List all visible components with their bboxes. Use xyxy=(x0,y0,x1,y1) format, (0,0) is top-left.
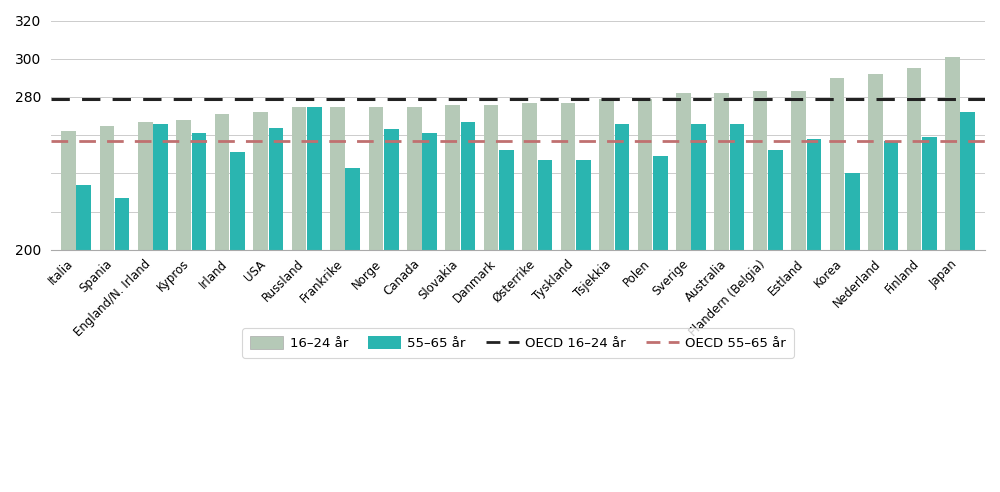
Bar xyxy=(230,153,245,250)
Bar xyxy=(791,91,806,250)
Bar xyxy=(730,123,744,250)
Bar xyxy=(691,123,706,250)
Bar xyxy=(960,112,975,250)
Bar xyxy=(499,151,514,250)
Bar xyxy=(807,139,821,250)
Bar xyxy=(76,185,91,250)
Legend: 16–24 år, 55–65 år, OECD 16–24 år, OECD 55–65 år: 16–24 år, 55–65 år, OECD 16–24 år, OECD … xyxy=(242,328,794,358)
Bar xyxy=(768,151,783,250)
Bar xyxy=(907,68,921,250)
Bar xyxy=(384,129,399,250)
Bar xyxy=(61,131,76,250)
Bar xyxy=(330,107,345,250)
Bar xyxy=(922,137,937,250)
Bar xyxy=(153,123,168,250)
Bar xyxy=(269,127,283,250)
Bar xyxy=(753,91,767,250)
Bar xyxy=(884,141,898,250)
Bar xyxy=(307,107,322,250)
Bar xyxy=(215,114,229,250)
Bar xyxy=(638,99,652,250)
Bar xyxy=(714,93,729,250)
Bar xyxy=(845,174,860,250)
Bar xyxy=(138,122,153,250)
Bar xyxy=(522,103,537,250)
Bar xyxy=(422,133,437,250)
Bar xyxy=(615,123,629,250)
Bar xyxy=(461,122,475,250)
Bar xyxy=(292,107,306,250)
Bar xyxy=(345,168,360,250)
Bar xyxy=(407,107,422,250)
Bar xyxy=(576,160,591,250)
Bar xyxy=(830,78,844,250)
Bar xyxy=(253,112,268,250)
Bar xyxy=(176,120,191,250)
Bar xyxy=(192,133,206,250)
Bar xyxy=(100,125,114,250)
Bar xyxy=(484,105,498,250)
Bar xyxy=(115,198,129,250)
Bar xyxy=(945,57,960,250)
Bar xyxy=(538,160,552,250)
Bar xyxy=(868,74,883,250)
Bar xyxy=(561,103,575,250)
Bar xyxy=(369,107,383,250)
Bar xyxy=(445,105,460,250)
Bar xyxy=(599,99,614,250)
Bar xyxy=(676,93,691,250)
Bar xyxy=(653,156,668,250)
